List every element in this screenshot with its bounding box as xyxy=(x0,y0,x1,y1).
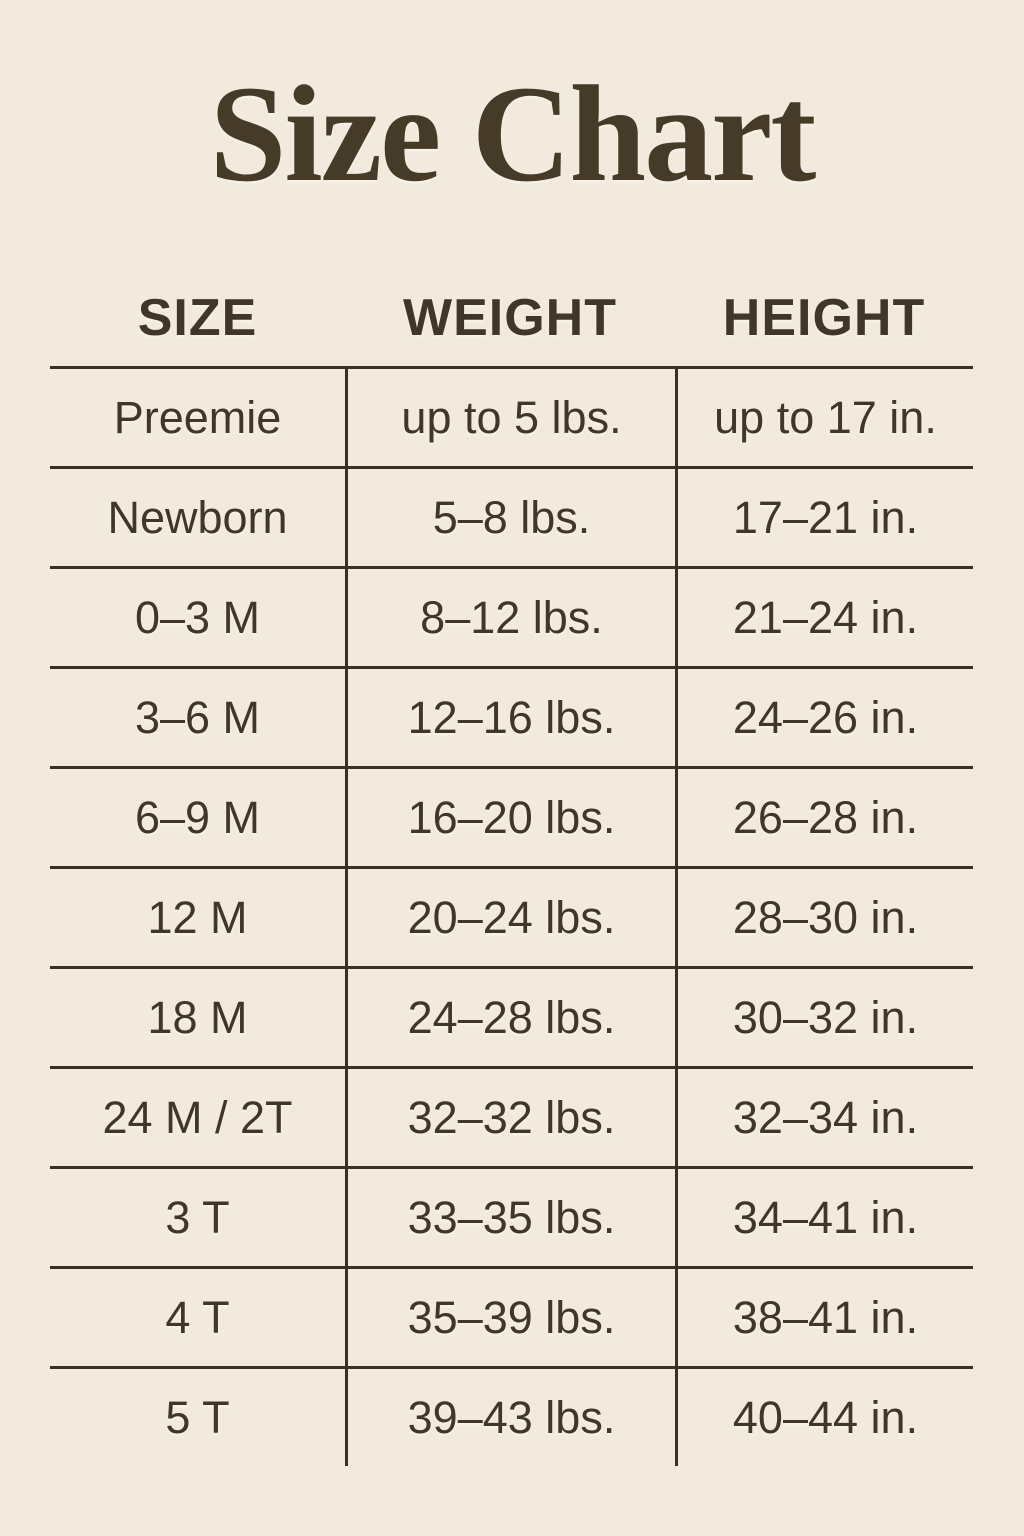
table-row: 3–6 M 12–16 lbs. 24–26 in. xyxy=(50,669,973,769)
table-body: Preemie up to 5 lbs. up to 17 in. Newbor… xyxy=(50,366,973,1466)
table-cell-size: 12 M xyxy=(147,891,248,943)
table-cell-weight: 12–16 lbs. xyxy=(345,669,675,766)
table-cell-height: 34–41 in. xyxy=(675,1169,973,1266)
table-cell-weight: 39–43 lbs. xyxy=(345,1369,675,1466)
table-cell-height: up to 17 in. xyxy=(675,369,973,466)
table-row: 24 M / 2T 32–32 lbs. 32–34 in. xyxy=(50,1069,973,1169)
table-header-row: SIZE WEIGHT HEIGHT xyxy=(50,270,973,366)
table-cell-weight: 35–39 lbs. xyxy=(345,1269,675,1366)
table-cell-weight: 32–32 lbs. xyxy=(345,1069,675,1166)
table-cell-weight: 33–35 lbs. xyxy=(345,1169,675,1266)
table-row: 5 T 39–43 lbs. 40–44 in. xyxy=(50,1369,973,1466)
table-cell-height: 38–41 in. xyxy=(675,1269,973,1366)
table-cell-height: 32–34 in. xyxy=(675,1069,973,1166)
column-header-height: HEIGHT xyxy=(722,289,926,347)
table-cell-size: 0–3 M xyxy=(134,591,261,643)
table-cell-height: 40–44 in. xyxy=(675,1369,973,1466)
column-header-size: SIZE xyxy=(137,289,258,347)
table-cell-weight: 24–28 lbs. xyxy=(345,969,675,1066)
table-row: 3 T 33–35 lbs. 34–41 in. xyxy=(50,1169,973,1269)
table-cell-size: 18 M xyxy=(147,991,248,1043)
column-header-weight: WEIGHT xyxy=(403,289,617,347)
table-cell-weight: 5–8 lbs. xyxy=(345,469,675,566)
table-cell-height: 21–24 in. xyxy=(675,569,973,666)
size-chart-table: SIZE WEIGHT HEIGHT Preemie up to 5 lbs. … xyxy=(50,270,973,1466)
table-row: Newborn 5–8 lbs. 17–21 in. xyxy=(50,469,973,569)
table-cell-size: 3 T xyxy=(165,1191,230,1243)
table-row: 0–3 M 8–12 lbs. 21–24 in. xyxy=(50,569,973,669)
page-title: Size Chart xyxy=(209,57,817,210)
table-cell-height: 28–30 in. xyxy=(675,869,973,966)
table-cell-weight: 8–12 lbs. xyxy=(345,569,675,666)
table-cell-weight: 16–20 lbs. xyxy=(345,769,675,866)
table-cell-size: Newborn xyxy=(107,491,288,543)
table-cell-height: 17–21 in. xyxy=(675,469,973,566)
table-cell-height: 26–28 in. xyxy=(675,769,973,866)
table-cell-size: 5 T xyxy=(165,1391,230,1443)
table-row: Preemie up to 5 lbs. up to 17 in. xyxy=(50,369,973,469)
table-row: 4 T 35–39 lbs. 38–41 in. xyxy=(50,1269,973,1369)
table-cell-size: 4 T xyxy=(165,1291,230,1343)
table-row: 12 M 20–24 lbs. 28–30 in. xyxy=(50,869,973,969)
table-cell-height: 30–32 in. xyxy=(675,969,973,1066)
table-row: 18 M 24–28 lbs. 30–32 in. xyxy=(50,969,973,1069)
table-cell-size: Preemie xyxy=(113,391,282,443)
table-cell-weight: up to 5 lbs. xyxy=(345,369,675,466)
table-cell-height: 24–26 in. xyxy=(675,669,973,766)
table-cell-size: 24 M / 2T xyxy=(102,1091,293,1143)
table-cell-size: 6–9 M xyxy=(134,791,261,843)
table-row: 6–9 M 16–20 lbs. 26–28 in. xyxy=(50,769,973,869)
table-cell-weight: 20–24 lbs. xyxy=(345,869,675,966)
table-cell-size: 3–6 M xyxy=(134,691,261,743)
